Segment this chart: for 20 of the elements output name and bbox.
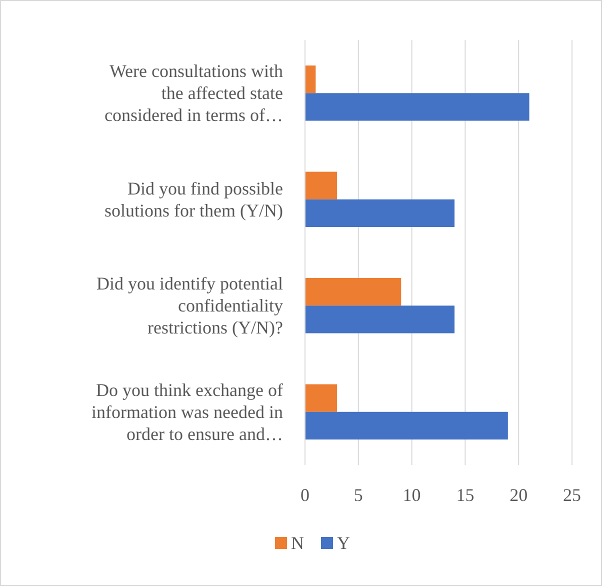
y-tick-label: Did you identify potential confidentiality restrictions (Y/N)? (96, 274, 283, 338)
x-tick-label: 5 (354, 485, 363, 505)
bar (305, 278, 402, 306)
y-tick-label: Do you think exchange of information was needed in order to ensure and… (92, 380, 284, 444)
bar (305, 199, 455, 227)
x-tick-label: 0 (300, 485, 310, 505)
bar (305, 172, 338, 200)
x-tick-label: 15 (456, 485, 474, 505)
bar (305, 66, 316, 94)
x-tick-label: 20 (510, 485, 528, 505)
y-tick-label: Were consultations with the affected state considered in terms of… (104, 61, 283, 126)
bar (305, 306, 455, 334)
legend-label: Y (337, 533, 350, 553)
bar (305, 412, 508, 440)
x-tick-label: 25 (563, 485, 581, 505)
x-tick-label: 10 (402, 485, 421, 505)
legend-label: N (291, 533, 304, 553)
y-tick-label: Did you find possible solutions for them (Y/N) (104, 178, 284, 220)
bar (305, 93, 530, 121)
bar (305, 384, 338, 412)
